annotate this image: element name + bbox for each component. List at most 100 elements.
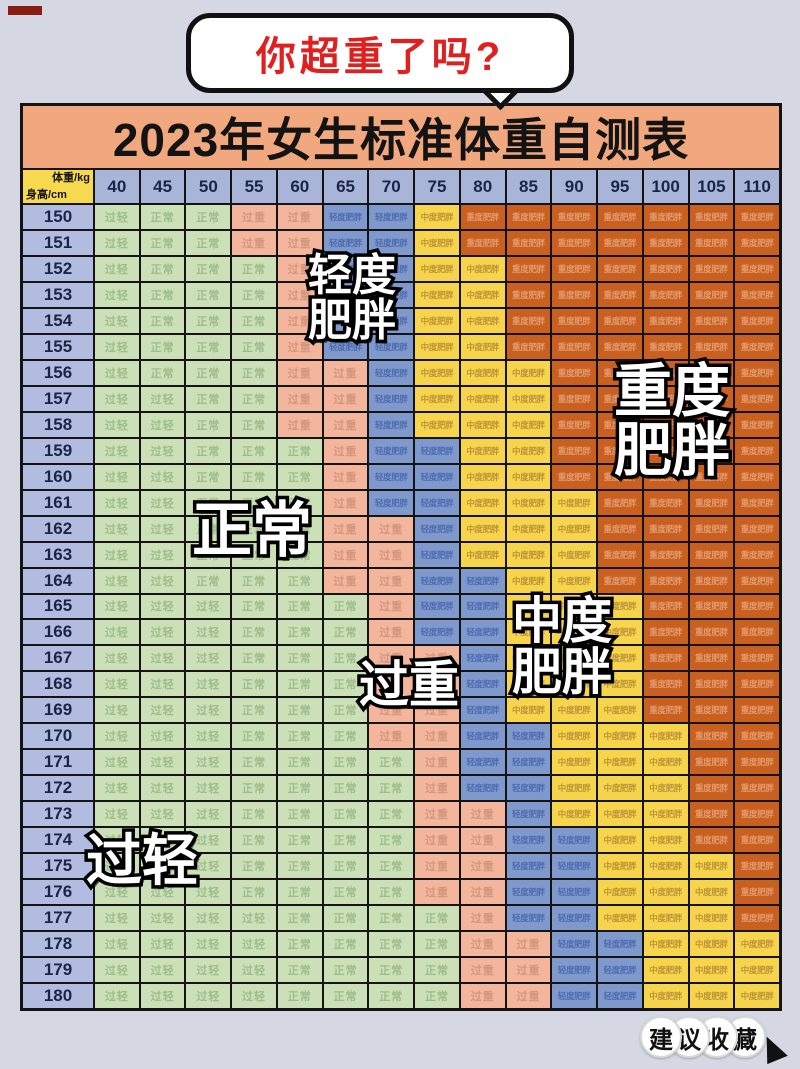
bmi-cell-h172-w50: 过轻 (186, 776, 231, 801)
bmi-cell-h154-w40: 过轻 (95, 308, 139, 333)
bmi-cell-h168-w110: 重度肥胖 (735, 672, 779, 697)
bmi-cell-h160-w60: 正常 (277, 464, 322, 489)
bmi-cell-h176-w80: 过重 (460, 880, 505, 905)
bmi-cell-h151-w100: 重度肥胖 (643, 230, 688, 255)
bmi-cell-h155-w75: 中度肥胖 (415, 334, 459, 359)
height-label-160: 160 (23, 464, 93, 489)
bmi-cell-h165-w110: 重度肥胖 (735, 594, 779, 619)
bmi-cell-h170-w105: 重度肥胖 (689, 724, 734, 749)
bmi-cell-h161-w75: 轻度肥胖 (415, 490, 459, 515)
height-label-150: 150 (23, 205, 93, 229)
bmi-cell-h168-w70: 过重 (369, 672, 414, 697)
bmi-cell-h159-w75: 轻度肥胖 (415, 438, 459, 463)
bmi-cell-h154-w45: 正常 (140, 308, 185, 333)
bmi-cell-h159-w40: 过轻 (95, 438, 139, 463)
bmi-cell-h157-w85: 中度肥胖 (506, 386, 551, 411)
bmi-cell-h162-w110: 重度肥胖 (735, 516, 779, 541)
overlay-label-overweight: 过重 (356, 656, 463, 714)
bmi-cell-h180-w40: 过轻 (95, 984, 139, 1008)
bmi-cell-h171-w85: 轻度肥胖 (506, 750, 551, 775)
bmi-cell-h176-w90: 轻度肥胖 (552, 880, 597, 905)
bmi-cell-h175-w60: 正常 (277, 854, 322, 879)
height-label-172: 172 (23, 776, 93, 801)
bmi-cell-h180-w85: 过重 (506, 984, 551, 1008)
bmi-cell-h173-w70: 正常 (369, 802, 414, 827)
bmi-cell-h152-w80: 中度肥胖 (460, 256, 505, 281)
bmi-cell-h166-w85: 中度肥胖 (506, 620, 551, 645)
height-label-161: 161 (23, 490, 93, 515)
bmi-cell-h154-w95: 重度肥胖 (598, 308, 642, 333)
bmi-cell-h175-w90: 轻度肥胖 (552, 854, 597, 879)
bmi-cell-h162-w90: 中度肥胖 (552, 516, 597, 541)
bmi-cell-h165-w75: 轻度肥胖 (415, 594, 459, 619)
weight-header-70: 70 (369, 170, 414, 203)
bmi-cell-h158-w75: 中度肥胖 (415, 412, 459, 437)
bmi-cell-h158-w55: 正常 (232, 412, 276, 437)
bmi-cell-h179-w85: 过重 (506, 958, 551, 983)
bmi-cell-h173-w55: 正常 (232, 802, 276, 827)
bmi-cell-h174-w110: 重度肥胖 (735, 828, 779, 853)
bmi-cell-h169-w95: 中度肥胖 (598, 698, 642, 723)
weight-header-105: 105 (689, 170, 734, 203)
bmi-cell-h151-w50: 正常 (186, 230, 231, 255)
bmi-cell-h179-w75: 正常 (415, 958, 459, 983)
bmi-cell-h153-w65: 轻度肥胖 (323, 282, 368, 307)
bmi-cell-h159-w80: 中度肥胖 (460, 438, 505, 463)
bmi-cell-h175-w80: 过重 (460, 854, 505, 879)
height-label-176: 176 (23, 880, 93, 905)
height-label-180: 180 (23, 984, 93, 1008)
bmi-cell-h167-w110: 重度肥胖 (735, 646, 779, 671)
bmi-cell-h166-w40: 过轻 (95, 620, 139, 645)
bmi-cell-h155-w40: 过轻 (95, 334, 139, 359)
bmi-cell-h155-w65: 轻度肥胖 (323, 334, 368, 359)
bmi-cell-h177-w50: 过轻 (186, 906, 231, 931)
bmi-cell-h177-w55: 过轻 (232, 906, 276, 931)
bmi-cell-h175-w85: 轻度肥胖 (506, 854, 551, 879)
question-bubble: 你超重了吗? (186, 13, 574, 93)
overlay-label-moderate-obesity: 中度 肥胖 (509, 592, 616, 701)
bmi-cell-h164-w55: 正常 (232, 568, 276, 593)
bmi-cell-h156-w95: 重度肥胖 (598, 360, 642, 385)
bmi-cell-h154-w55: 正常 (232, 308, 276, 333)
bmi-cell-h170-w110: 重度肥胖 (735, 724, 779, 749)
bmi-cell-h162-w95: 重度肥胖 (598, 516, 642, 541)
corner-height-label: 身高/cm (26, 188, 67, 201)
bmi-cell-h158-w50: 正常 (186, 412, 231, 437)
bmi-cell-h165-w80: 轻度肥胖 (460, 594, 505, 619)
bmi-cell-h150-w85: 重度肥胖 (506, 205, 551, 229)
bmi-cell-h177-w95: 中度肥胖 (598, 906, 642, 931)
bmi-cell-h162-w105: 重度肥胖 (689, 516, 734, 541)
bmi-cell-h157-w110: 重度肥胖 (735, 386, 779, 411)
bmi-cell-h156-w45: 正常 (140, 360, 185, 385)
bmi-cell-h165-w60: 正常 (277, 594, 322, 619)
bmi-cell-h153-w105: 重度肥胖 (689, 282, 734, 307)
bmi-cell-h164-w90: 中度肥胖 (552, 568, 597, 593)
bmi-cell-h156-w65: 过重 (323, 360, 368, 385)
bmi-cell-h178-w80: 过重 (460, 932, 505, 957)
bmi-cell-h162-w60: 正常 (277, 516, 322, 541)
bmi-cell-h174-w105: 重度肥胖 (689, 828, 734, 853)
bmi-cell-h166-w80: 轻度肥胖 (460, 620, 505, 645)
bmi-cell-h174-w55: 正常 (232, 828, 276, 853)
bmi-cell-h171-w105: 重度肥胖 (689, 750, 734, 775)
bmi-cell-h170-w90: 中度肥胖 (552, 724, 597, 749)
bmi-cell-h164-w100: 重度肥胖 (643, 568, 688, 593)
bmi-cell-h160-w50: 正常 (186, 464, 231, 489)
bmi-cell-h178-w50: 过轻 (186, 932, 231, 957)
bmi-cell-h155-w55: 正常 (232, 334, 276, 359)
bmi-cell-h156-w40: 过轻 (95, 360, 139, 385)
bmi-cell-h162-w55: 正常 (232, 516, 276, 541)
bmi-cell-h160-w75: 轻度肥胖 (415, 464, 459, 489)
height-label-167: 167 (23, 646, 93, 671)
bmi-cell-h179-w60: 正常 (277, 958, 322, 983)
bmi-cell-h152-w95: 重度肥胖 (598, 256, 642, 281)
bmi-cell-h166-w75: 轻度肥胖 (415, 620, 459, 645)
bmi-cell-h160-w40: 过轻 (95, 464, 139, 489)
height-label-165: 165 (23, 594, 93, 619)
bmi-cell-h152-w70: 轻度肥胖 (369, 256, 414, 281)
bmi-cell-h156-w90: 重度肥胖 (552, 360, 597, 385)
bmi-cell-h176-w65: 正常 (323, 880, 368, 905)
bmi-cell-h172-w45: 过轻 (140, 776, 185, 801)
bmi-cell-h175-w50: 过轻 (186, 854, 231, 879)
bmi-cell-h152-w100: 重度肥胖 (643, 256, 688, 281)
